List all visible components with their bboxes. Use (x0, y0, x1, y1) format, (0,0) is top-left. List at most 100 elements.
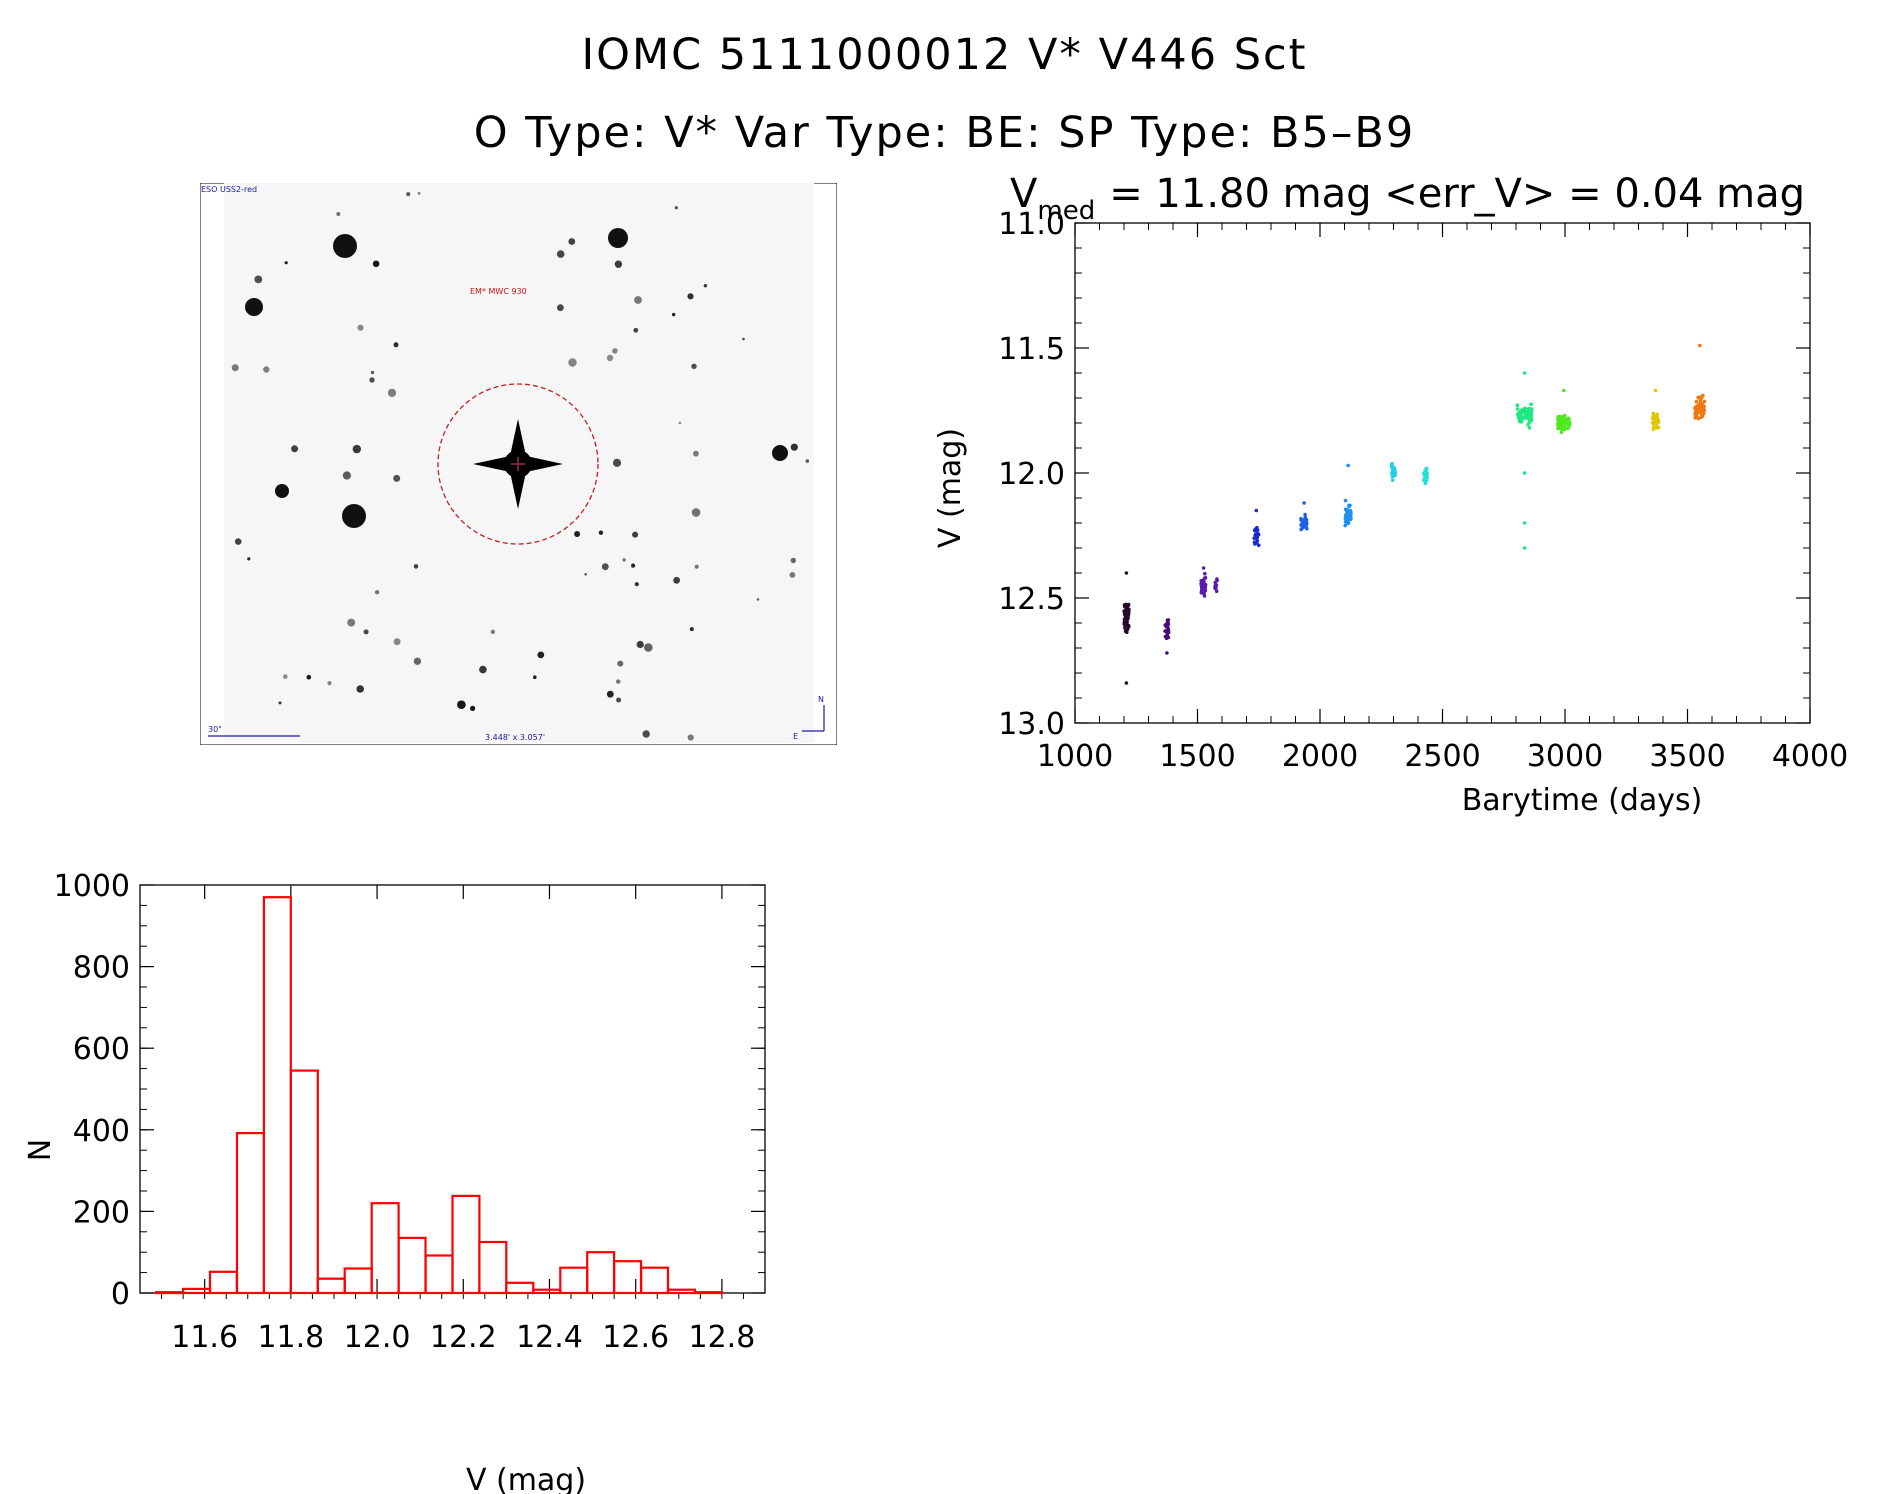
star (633, 327, 639, 333)
star (417, 191, 421, 195)
histogram-bar (182, 1287, 212, 1295)
histogram-bar (532, 1288, 562, 1295)
data-point (1529, 402, 1533, 407)
data-point (1165, 618, 1170, 623)
data-point (1201, 583, 1206, 588)
star (634, 296, 642, 304)
x-tick-label: 12.0 (344, 1320, 411, 1355)
data-point (1522, 371, 1527, 375)
histogram-bar (505, 1281, 535, 1295)
data-point (1166, 630, 1171, 635)
star (333, 234, 357, 258)
data-point (1696, 416, 1701, 421)
histogram-bar (370, 1202, 400, 1295)
observation-group (1213, 577, 1219, 593)
data-point (1556, 414, 1560, 419)
star (372, 260, 380, 268)
histogram-bar (208, 1270, 238, 1295)
x-tick-label: 12.4 (516, 1320, 583, 1355)
data-point (1343, 498, 1348, 503)
star (687, 293, 694, 300)
observation-group (1693, 343, 1707, 421)
star-field (231, 191, 810, 741)
observation-group (1122, 571, 1131, 685)
data-point (1391, 469, 1395, 474)
data-point (1390, 478, 1395, 482)
data-point (1255, 539, 1260, 543)
histogram-chart: 11.6 11.8 12.0 12.2 12.4 12.6 12.8 0 200 400 600 80… (23, 869, 766, 1494)
data-point (1522, 409, 1527, 414)
star (327, 681, 332, 686)
data-point (1203, 571, 1207, 576)
star (342, 504, 366, 528)
histogram-bar (397, 1236, 427, 1295)
star (291, 445, 299, 453)
svg-text:Vmed= 11.80 mag <err_V> = 0.04: Vmed = 11.80 mag <err_V> = 0.04 mag (1010, 171, 1805, 226)
data-point (1304, 520, 1309, 525)
histogram-bar (478, 1240, 508, 1295)
y-tick-label: 11.5 (998, 332, 1065, 367)
data-point (1123, 618, 1128, 622)
data-point (1343, 520, 1348, 524)
scale-label: 30" (208, 725, 222, 734)
data-point (1560, 415, 1564, 419)
star (574, 531, 581, 537)
data-point (1346, 517, 1350, 522)
data-point (1653, 388, 1658, 393)
observation-group (1650, 388, 1661, 432)
histogram-bar (343, 1267, 373, 1295)
star (479, 665, 487, 674)
star (584, 573, 587, 576)
observation-group (1389, 462, 1397, 482)
star (283, 674, 288, 679)
y-tick-label: 200 (73, 1195, 130, 1230)
star (357, 324, 364, 331)
data-point (1700, 402, 1705, 407)
x-tick-label: 3000 (1527, 739, 1603, 774)
star (691, 508, 701, 517)
star (263, 366, 270, 373)
star (369, 377, 375, 383)
data-point (1126, 624, 1131, 628)
observation-group (1199, 566, 1208, 598)
star (636, 640, 644, 649)
histogram-bar (451, 1194, 481, 1295)
data-point (1255, 535, 1259, 540)
data-point (1656, 425, 1661, 430)
x-tick-label: 11.6 (171, 1320, 238, 1355)
object-type-line: O Type: V* Var Type: BE: SP Type: B5–B9 (473, 108, 1416, 158)
star (756, 598, 760, 601)
x-tick-label: 12.8 (688, 1320, 755, 1355)
data-point (1214, 584, 1218, 589)
data-point (1123, 629, 1128, 634)
star (617, 660, 624, 667)
data-point (1698, 398, 1703, 403)
star (606, 354, 614, 362)
y-tick-label: 1000 (54, 869, 130, 904)
data-point (1697, 402, 1701, 407)
star (790, 443, 798, 451)
data-point (1255, 532, 1260, 537)
histogram-bar (155, 1291, 185, 1295)
star (689, 627, 694, 632)
star (533, 675, 537, 679)
star (557, 304, 564, 312)
star (284, 261, 288, 265)
x-tick-label: 12.6 (602, 1320, 669, 1355)
star (537, 651, 545, 659)
star (693, 450, 699, 457)
data-point (1702, 408, 1707, 413)
star (616, 679, 621, 684)
data-point (1202, 594, 1207, 598)
data-point (1693, 415, 1697, 420)
star (805, 459, 810, 463)
star (772, 445, 788, 461)
star (275, 484, 289, 498)
x-tick-label: 3500 (1649, 739, 1725, 774)
x-axis-label: V (mag) (466, 1463, 586, 1494)
data-point (1214, 589, 1219, 593)
data-point (1697, 410, 1701, 415)
star (568, 358, 577, 367)
star (247, 557, 251, 561)
data-point (1392, 465, 1396, 470)
